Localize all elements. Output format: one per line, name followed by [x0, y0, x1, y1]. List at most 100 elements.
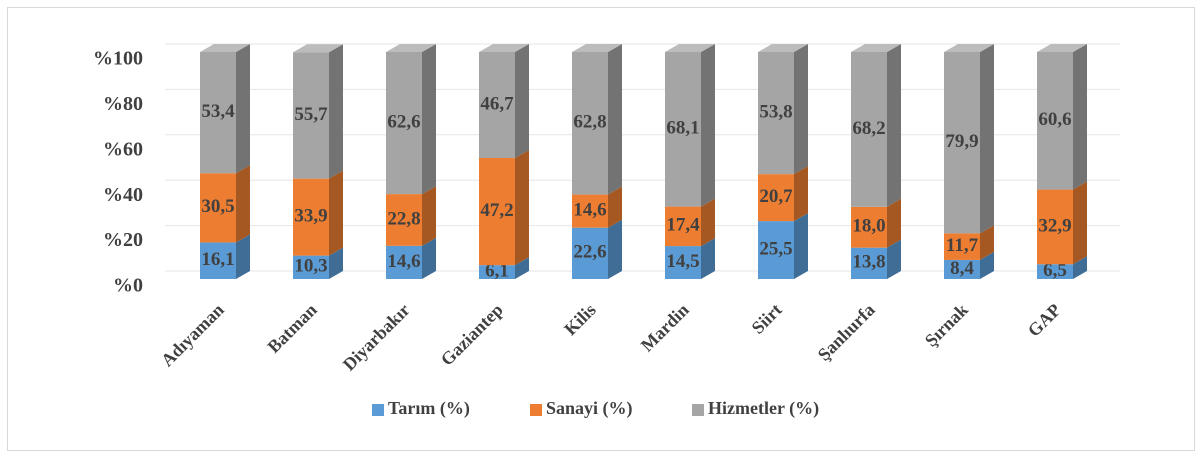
bar: [479, 52, 515, 159]
bar-top: [479, 44, 529, 52]
bar: [293, 178, 329, 256]
bar: [572, 52, 608, 195]
bar-side: [422, 44, 436, 195]
bar: [293, 52, 329, 179]
bar-side: [329, 247, 343, 279]
bar-side: [1073, 44, 1087, 190]
bar-side: [980, 225, 994, 260]
bar-side: [329, 170, 343, 256]
legend-label: Tarım (%): [388, 398, 470, 419]
data-label: 60,6: [1038, 109, 1071, 130]
legend-swatch: [692, 404, 704, 416]
bar-top: [944, 44, 994, 52]
bar-side: [515, 150, 529, 266]
bar-top: [1037, 44, 1087, 52]
data-label: 30,5: [201, 196, 234, 217]
data-label: 53,4: [201, 101, 235, 122]
bar: [665, 246, 701, 279]
bar-side: [515, 257, 529, 279]
y-tick-label: %60: [103, 138, 143, 160]
bar-top: [293, 44, 343, 53]
bar-side: [608, 186, 622, 228]
data-label: 62,6: [387, 111, 420, 132]
bar: [293, 255, 329, 279]
bar: [944, 233, 980, 260]
bar-side: [701, 238, 715, 279]
y-tick-label: %0: [113, 275, 143, 297]
y-tick-label: %20: [103, 229, 143, 251]
bar-side: [515, 44, 529, 159]
data-label: 14,5: [666, 251, 699, 272]
data-label: 68,1: [666, 118, 699, 139]
bar-side: [887, 44, 901, 207]
bar: [944, 259, 980, 279]
bar-side: [236, 165, 250, 243]
bar: [758, 221, 794, 279]
bar-side: [236, 234, 250, 279]
bar-side: [794, 213, 808, 279]
bar: [1037, 52, 1073, 190]
legend-label: Hizmetler (%): [708, 398, 819, 419]
bar-side: [701, 198, 715, 247]
bar-top: [386, 44, 436, 52]
y-tick-label: %100: [93, 48, 143, 70]
bar-top: [758, 44, 808, 52]
bar: [944, 52, 980, 234]
bar: [851, 247, 887, 279]
data-label: 18,0: [852, 216, 885, 237]
data-label: 22,8: [387, 208, 420, 229]
bar-side: [236, 44, 250, 174]
y-tick-label: %40: [103, 184, 143, 206]
bar: [1037, 264, 1073, 279]
data-label: 79,9: [945, 131, 978, 152]
y-tick-label: %80: [103, 93, 143, 115]
bar-side: [794, 44, 808, 175]
bar: [851, 206, 887, 248]
bar-side: [887, 198, 901, 248]
bar-side: [422, 237, 436, 279]
bar-side: [608, 44, 622, 195]
data-label: 33,9: [294, 206, 327, 227]
bar-side: [1073, 256, 1087, 279]
bar: [572, 194, 608, 228]
bar-side: [422, 186, 436, 246]
bar: [200, 173, 236, 243]
bar: [1037, 189, 1073, 265]
bar: [851, 52, 887, 207]
data-label: 6,5: [1043, 260, 1067, 281]
bar-top: [572, 44, 622, 52]
bar: [386, 245, 422, 279]
bar: [200, 242, 236, 279]
data-label: 53,8: [759, 101, 792, 122]
data-label: 10,3: [294, 256, 327, 277]
data-label: 55,7: [294, 104, 328, 125]
bar: [758, 174, 794, 222]
legend-swatch: [372, 404, 384, 416]
legend-label: Sanayi (%): [546, 398, 633, 419]
data-label: 25,5: [759, 238, 792, 259]
bar: [758, 52, 794, 175]
data-label: 46,7: [480, 93, 514, 114]
data-label: 68,2: [852, 118, 885, 139]
bar-side: [329, 44, 343, 179]
bar-top: [200, 44, 250, 52]
legend-swatch: [530, 404, 542, 416]
data-label: 14,6: [573, 199, 606, 220]
bar-top: [851, 44, 901, 52]
data-label: 17,4: [666, 215, 700, 236]
bar-top: [665, 44, 715, 52]
bar-side: [701, 44, 715, 207]
bar: [386, 52, 422, 195]
bar-side: [887, 239, 901, 279]
bar: [479, 265, 515, 279]
bar: [479, 158, 515, 266]
data-label: 47,2: [480, 200, 513, 221]
bar: [665, 52, 701, 207]
bar-side: [980, 251, 994, 279]
data-label: 13,8: [852, 252, 885, 273]
bar-side: [608, 219, 622, 279]
data-label: 8,4: [950, 258, 974, 279]
data-label: 20,7: [759, 186, 793, 207]
data-label: 11,7: [946, 235, 979, 256]
